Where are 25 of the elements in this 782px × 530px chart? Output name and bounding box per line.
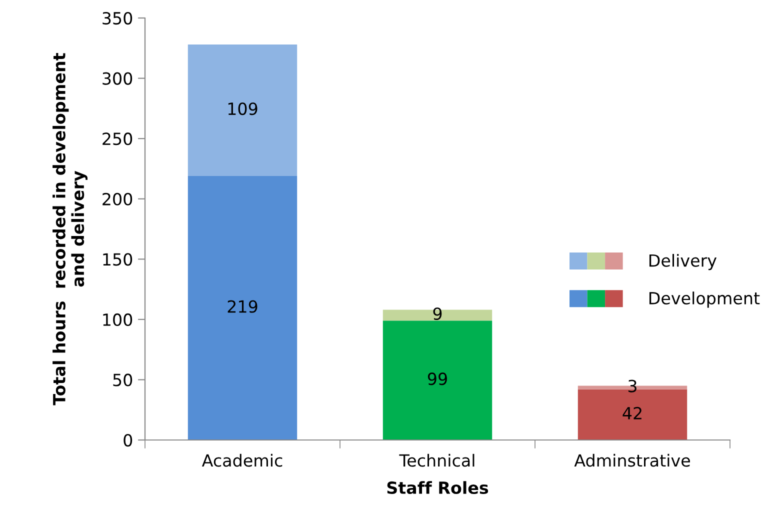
y-tick-label: 150 — [103, 253, 132, 266]
data-label: 219 — [228, 300, 258, 313]
y-tick-label: 250 — [102, 132, 132, 146]
data-label: 9 — [433, 307, 442, 320]
y-axis-title: Total hours recorded in development and delivery — [52, 53, 88, 406]
x-axis-title: Staff Roles — [387, 481, 488, 494]
y-tick-label: 300 — [102, 72, 132, 85]
y-tick-label: 50 — [113, 374, 132, 386]
x-tick-label: Technical — [399, 454, 474, 467]
y-tick-label: 0 — [124, 434, 132, 447]
legend-label: Development — [649, 292, 760, 308]
data-label: 3 — [628, 380, 636, 392]
bar — [188, 176, 298, 440]
data-label: 99 — [428, 372, 447, 386]
data-label: 109 — [228, 102, 258, 116]
bar — [188, 44, 298, 176]
y-tick-label: 200 — [102, 192, 132, 206]
y-tick-label: 350 — [102, 12, 132, 25]
bar — [382, 320, 492, 440]
y-tick-label: 100 — [103, 313, 132, 326]
x-tick-label: Academic — [202, 454, 282, 467]
bar — [382, 310, 492, 321]
x-tick-label: Adminstrative — [574, 454, 690, 467]
data-label: 42 — [622, 406, 642, 420]
legend-label: Delivery — [649, 254, 717, 270]
